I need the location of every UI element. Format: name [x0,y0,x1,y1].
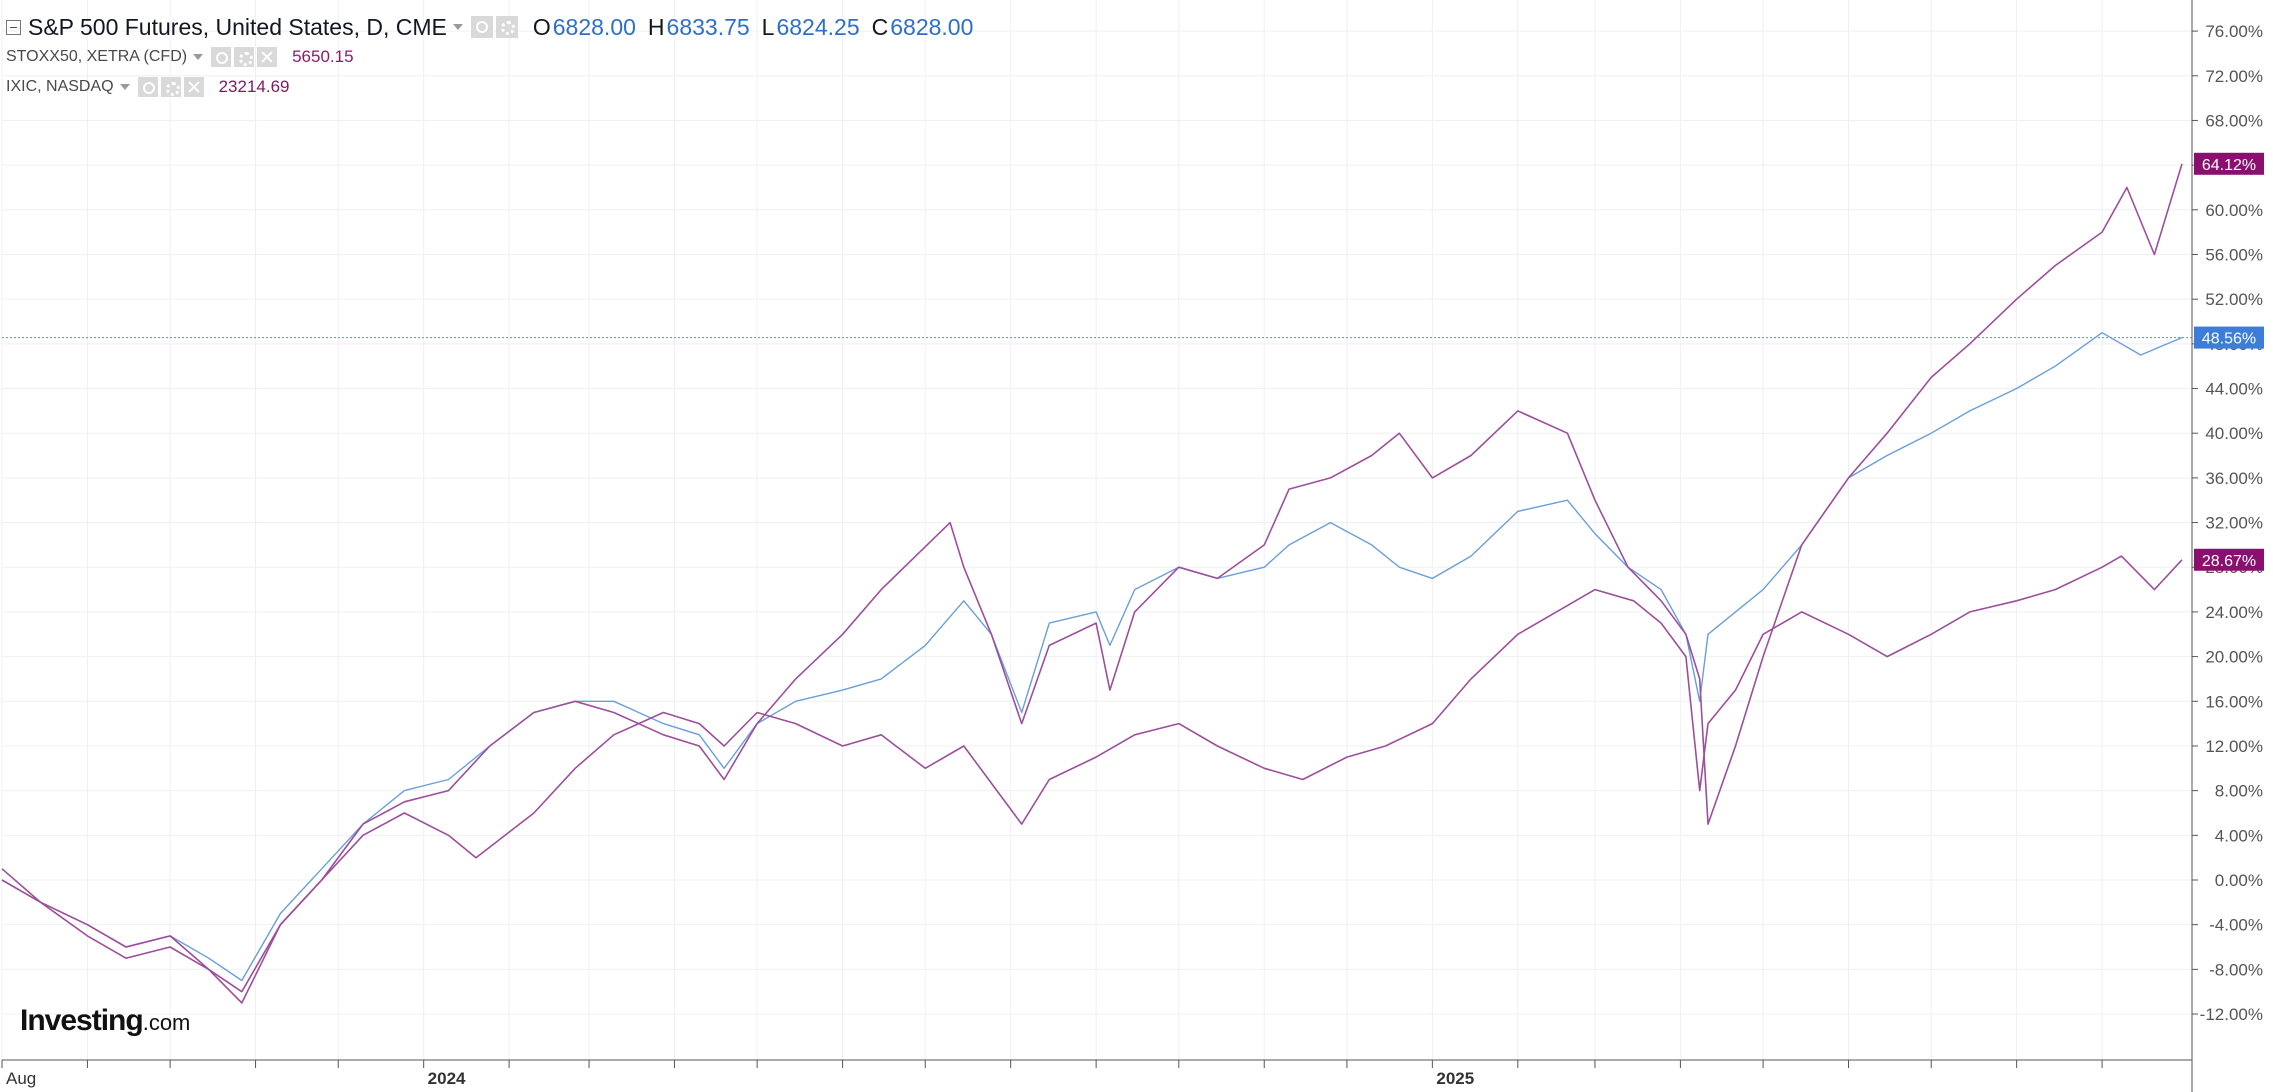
last-value-badge-2 [2194,152,2264,175]
y-tick-label: 52.00% [2205,290,2263,309]
chart-legend: S&P 500 Futures, United States, D, CME O… [6,12,973,102]
badge-layer: 48.56% 28.67% 64.12% [2194,152,2264,571]
series-line-2 [1,163,2183,1004]
logo-suffix: .com [142,1010,191,1035]
y-tick-label: 60.00% [2205,201,2263,220]
chevron-down-icon[interactable] [119,84,130,90]
logo-brand: Investing [20,1004,144,1037]
y-tick-label: 20.00% [2205,648,2263,667]
series-line-1 [1,555,2183,993]
y-tick-label: 76.00% [2205,22,2263,41]
legend-main-row: S&P 500 Futures, United States, D, CME O… [6,12,973,42]
legend-compare-row-stoxx: STOXX50, XETRA (CFD) 5650.15 [6,42,973,72]
y-tick-label: -12.00% [2200,1005,2263,1024]
gear-icon[interactable] [495,16,518,38]
y-tick-label: -4.00% [2209,916,2263,935]
close-label: C [871,13,889,40]
high-value: 6833.75 [666,13,750,40]
y-tick-label: 72.00% [2205,67,2263,86]
x-tick-label: Aug [6,1069,36,1088]
eye-icon[interactable] [470,16,493,38]
y-tick-label: 4.00% [2215,826,2263,845]
close-icon[interactable] [183,77,204,97]
legend-compare-row-ixic: IXIC, NASDAQ 23214.69 [6,72,973,102]
y-tick-label: 32.00% [2205,514,2263,533]
chevron-down-icon[interactable] [452,24,463,30]
low-value: 6824.25 [776,13,860,40]
main-symbol-label[interactable]: S&P 500 Futures, United States, D, CME [28,13,447,40]
y-tick-label: 36.00% [2205,469,2263,488]
chevron-down-icon[interactable] [193,54,204,60]
last-value-badge-1 [2194,548,2264,571]
series-layer [1,163,2183,1004]
y-tick-label: 8.00% [2215,782,2263,801]
high-label: H [647,13,665,40]
y-tick-label: 12.00% [2205,737,2263,756]
series-line-0 [1,332,2183,982]
last-value-badge-label: 28.67% [2202,553,2256,570]
x-tick-label: 2024 [428,1069,466,1088]
y-tick-label: 16.00% [2205,692,2263,711]
y-tick-label: 68.00% [2205,111,2263,130]
y-tick-label: 56.00% [2205,245,2263,264]
collapse-legend-button[interactable] [6,19,21,35]
open-value: 6828.00 [552,13,636,40]
last-value-badge-label: 64.12% [2202,157,2256,174]
gear-icon[interactable] [234,47,255,67]
y-tick-label: 0.00% [2215,871,2263,890]
compare-value-ixic: 23214.69 [218,77,290,96]
last-value-badge-0 [2194,326,2264,349]
y-tick-label: 44.00% [2205,380,2263,399]
last-value-badge-label: 48.56% [2202,331,2256,348]
low-label: L [761,13,775,40]
close-value: 6828.00 [890,13,974,40]
compare-symbol-ixic[interactable]: IXIC, NASDAQ [6,78,114,95]
investing-logo: Investing.com [20,1004,190,1038]
gear-icon[interactable] [160,77,181,97]
compare-symbol-stoxx[interactable]: STOXX50, XETRA (CFD) [6,48,188,65]
y-tick-label: 40.00% [2205,424,2263,443]
open-label: O [532,13,551,40]
close-icon[interactable] [257,47,278,67]
eye-icon[interactable] [137,77,158,97]
y-tick-label: -8.00% [2209,960,2263,979]
y-tick-label: 24.00% [2205,603,2263,622]
x-tick-label: 2025 [1436,1069,1474,1088]
compare-value-stoxx: 5650.15 [292,47,354,66]
grid-layer [1,0,2192,1060]
eye-icon[interactable] [211,47,232,67]
